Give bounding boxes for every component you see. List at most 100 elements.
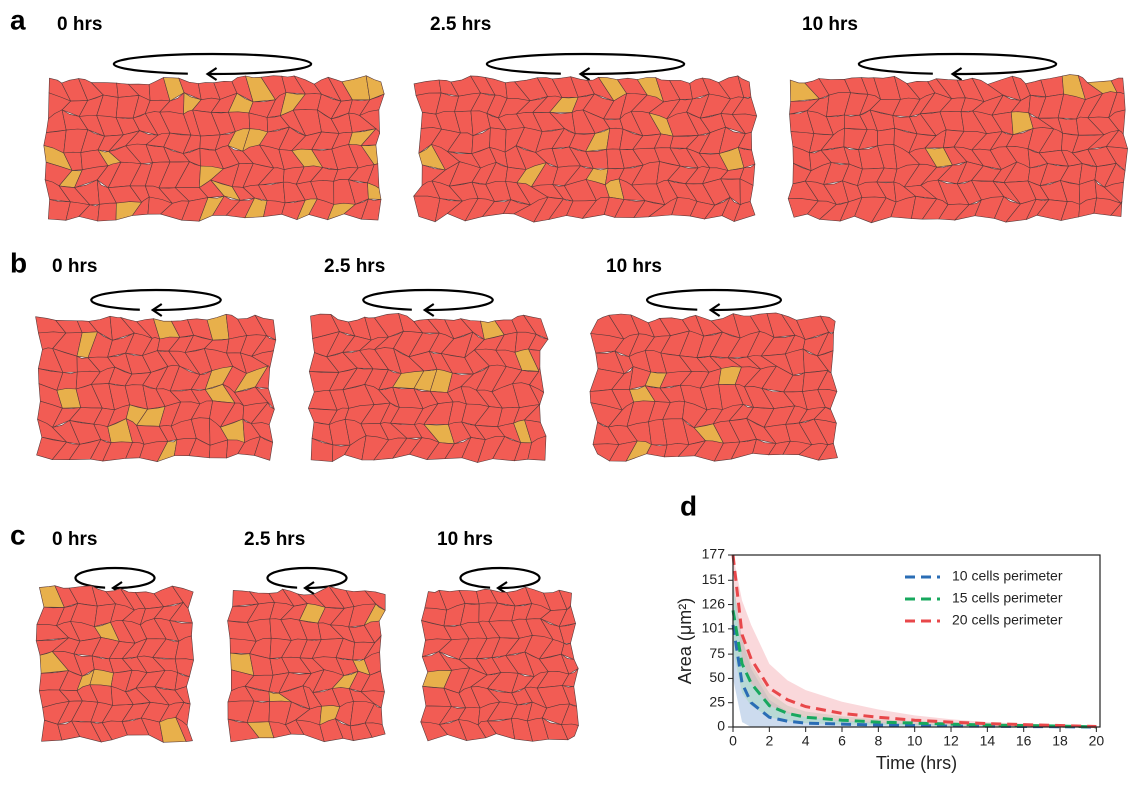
cell (1103, 162, 1126, 188)
cell (561, 667, 579, 687)
cell (364, 722, 386, 738)
cell (877, 127, 895, 147)
x-tick-label: 16 (1016, 733, 1032, 749)
arrow-gap (490, 584, 499, 592)
cell (360, 670, 385, 693)
line (731, 610, 1097, 729)
cell (254, 436, 274, 461)
cell (813, 406, 837, 424)
rotation-ellipse (459, 566, 541, 590)
x-tick-label: 2 (765, 733, 773, 749)
y-tick-label: 126 (702, 595, 726, 611)
cell (174, 658, 194, 678)
cell (363, 620, 382, 644)
time-label: 10 hrs (606, 256, 662, 277)
arrow-gap (411, 306, 425, 314)
arrow-gap (697, 306, 711, 314)
cell (363, 651, 381, 676)
cell (250, 422, 274, 443)
x-tick-label: 6 (838, 733, 846, 749)
cell (560, 642, 575, 660)
panel-label: a (10, 4, 26, 35)
y-tick-label: 75 (709, 645, 725, 661)
arrow-head (205, 67, 218, 81)
x-tick-label: 18 (1052, 733, 1068, 749)
cell (169, 620, 193, 642)
cell (528, 333, 549, 351)
time-label: 10 hrs (802, 14, 858, 35)
cell (527, 348, 541, 373)
rotation-ellipse (857, 52, 1058, 76)
cell (817, 388, 838, 410)
y-tick-label: 101 (702, 620, 726, 636)
cell (364, 590, 386, 611)
cell (174, 672, 190, 691)
cell (560, 653, 579, 675)
cell (528, 384, 545, 406)
cell (360, 198, 382, 221)
x-tick-label: 20 (1089, 733, 1105, 749)
legend-label: 10 cells perimeter (952, 568, 1063, 584)
arrow-head (708, 303, 721, 317)
cell (363, 603, 386, 626)
legend-label: 20 cells perimeter (952, 612, 1063, 628)
panel: b 0 hrs 2.5 hrs 10 hrs (10, 247, 838, 463)
cell (522, 314, 549, 340)
cell (254, 365, 271, 389)
panel: a 0 hrs 2.5 hrs 10 hrs (10, 4, 1129, 224)
cell (1110, 200, 1123, 217)
cell (169, 601, 193, 624)
rotation-ellipse (485, 52, 686, 76)
cell (731, 96, 758, 117)
cell (364, 703, 383, 725)
panel: c 0 hrs 2.5 hrs 10 hrs (10, 519, 579, 743)
cell (360, 144, 379, 166)
cell (739, 163, 756, 186)
rotation-ellipse (74, 566, 156, 590)
cell (739, 178, 754, 206)
cell (817, 443, 838, 461)
cell (360, 128, 380, 146)
x-tick-label: 0 (729, 733, 737, 749)
y-tick-label: 0 (717, 718, 725, 734)
arrow-gap (105, 584, 114, 592)
cell (817, 369, 838, 392)
arrow-gap (932, 70, 953, 78)
chart: d 0 25 50 75 101 126 151 177 0 2 4 6 8 10 12 14 16 18 20 Tim… (675, 490, 1105, 772)
cell (254, 314, 277, 341)
y-tick-label: 151 (702, 571, 726, 587)
cell (250, 350, 274, 370)
cell (819, 315, 836, 333)
arrow-gap (297, 584, 306, 592)
panel-label: b (10, 247, 27, 278)
cell (359, 109, 380, 135)
x-axis-label: Time (hrs) (876, 753, 957, 773)
cell (365, 75, 385, 101)
cell (816, 350, 834, 374)
time-label: 2.5 hrs (324, 256, 385, 277)
cell (561, 685, 577, 707)
legend-label: 15 cells perimeter (952, 590, 1063, 606)
cell (731, 113, 758, 135)
time-label: 10 hrs (437, 529, 493, 550)
cell (1105, 146, 1128, 172)
y-tick-label: 25 (709, 693, 725, 709)
plot-frame (732, 554, 1101, 728)
time-label: 2.5 hrs (244, 529, 305, 550)
arrow-head (422, 303, 435, 317)
cell (816, 331, 834, 357)
time-label: 0 hrs (57, 14, 102, 35)
arrow-head (950, 67, 963, 81)
y-tick-label: 50 (709, 669, 725, 685)
rotation-ellipse (362, 288, 494, 312)
cell (813, 418, 837, 446)
cell (358, 93, 385, 117)
x-tick-label: 12 (943, 733, 959, 749)
arrow-gap (187, 70, 208, 78)
cell (360, 690, 385, 709)
band (733, 581, 1097, 727)
arrow-head (303, 581, 315, 595)
cell (367, 182, 382, 200)
panel-label: d (680, 490, 697, 521)
